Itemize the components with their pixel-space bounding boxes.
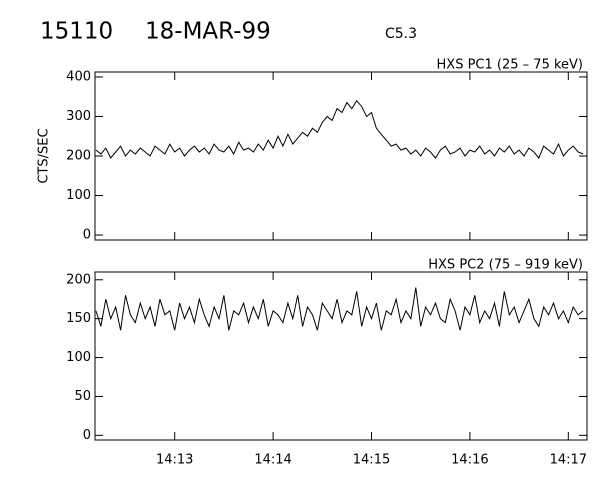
y-tick-label: 300 <box>66 109 91 124</box>
x-tick-label: 14:14 <box>254 453 291 468</box>
y-tick-label: 100 <box>66 188 91 203</box>
event-id: 15110 <box>40 19 113 45</box>
y-tick-label: 0 <box>83 228 91 243</box>
y-tick-label: 200 <box>66 272 91 287</box>
y-tick-label: 50 <box>74 389 91 404</box>
x-tick-label: 14:16 <box>451 453 488 468</box>
x-tick-label: 14:15 <box>353 453 390 468</box>
panel-title: HXS PC2 (75 – 919 keV) <box>428 258 583 273</box>
y-tick-label: 100 <box>66 350 91 365</box>
y-tick-label: 0 <box>83 428 91 443</box>
panel-title: HXS PC1 (25 – 75 keV) <box>437 58 583 73</box>
flare-class: C5.3 <box>385 26 417 42</box>
data-line <box>95 99 584 159</box>
y-axis-label: CTS/SEC <box>37 128 52 183</box>
data-line <box>95 287 584 331</box>
date: 18-MAR-99 <box>145 19 271 45</box>
plot-frame <box>94 271 588 441</box>
y-tick-label: 400 <box>66 69 91 84</box>
x-tick-label: 14:17 <box>550 453 587 468</box>
y-tick-label: 200 <box>66 149 91 164</box>
x-tick-label: 14:13 <box>156 453 193 468</box>
plot-frame <box>94 71 588 241</box>
y-tick-label: 150 <box>66 311 91 326</box>
